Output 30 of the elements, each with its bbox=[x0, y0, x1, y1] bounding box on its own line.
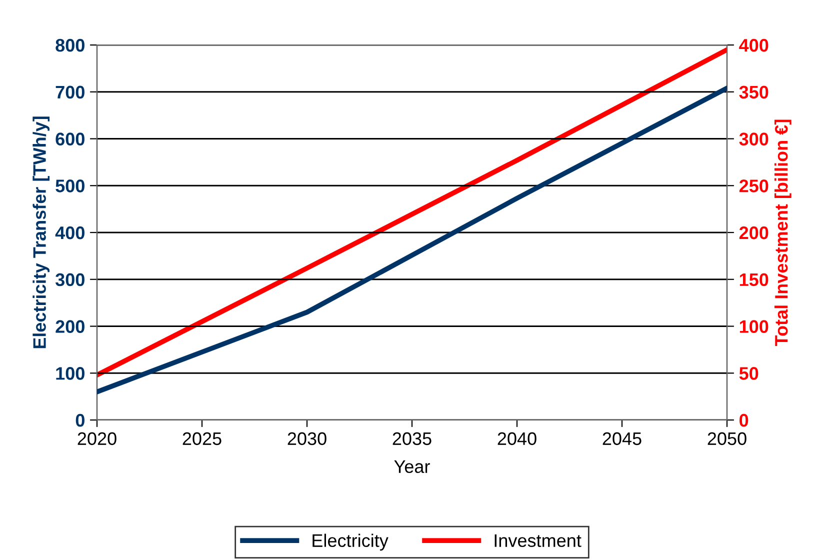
x-tick-label: 2040 bbox=[498, 432, 536, 446]
legend-label: Investment bbox=[494, 534, 582, 548]
y2-tick-label: 150 bbox=[740, 273, 768, 286]
y-tick-label: 400 bbox=[55, 226, 84, 240]
y-tick-label: 700 bbox=[56, 86, 84, 99]
y-tick-label: 0 bbox=[76, 414, 84, 427]
y2-tick-label: 50 bbox=[739, 367, 758, 380]
y2-tick-label: 200 bbox=[739, 226, 768, 240]
y2-tick-label: 250 bbox=[739, 180, 768, 192]
y-tick-label: 600 bbox=[56, 132, 84, 146]
y-tick-label: 500 bbox=[56, 180, 84, 192]
y-tick-label: 200 bbox=[56, 320, 84, 333]
y-axis-title: Electricity Transfer [TWh/y] bbox=[32, 116, 50, 348]
y-tick-label: 800 bbox=[56, 38, 84, 52]
x-tick-label: 2035 bbox=[392, 432, 432, 446]
y-tick-label: 300 bbox=[55, 273, 84, 286]
x-axis-title: Year bbox=[394, 460, 430, 474]
y2-tick-label: 300 bbox=[739, 132, 768, 146]
x-tick-label: 2020 bbox=[78, 432, 116, 446]
y2-axis-title: Total Investment [billion €] bbox=[774, 120, 792, 346]
x-tick-label: 2030 bbox=[288, 432, 326, 446]
y2-tick-label: 100 bbox=[740, 320, 768, 333]
y2-tick-label: 0 bbox=[740, 414, 748, 427]
y-tick-label: 100 bbox=[56, 367, 84, 380]
x-tick-label: 2050 bbox=[708, 432, 746, 446]
x-tick-label: 2045 bbox=[602, 432, 642, 446]
legend-label: Electricity bbox=[312, 534, 388, 551]
y2-tick-label: 350 bbox=[739, 86, 768, 99]
x-tick-label: 2025 bbox=[182, 432, 222, 446]
y2-tick-label: 400 bbox=[739, 38, 768, 52]
